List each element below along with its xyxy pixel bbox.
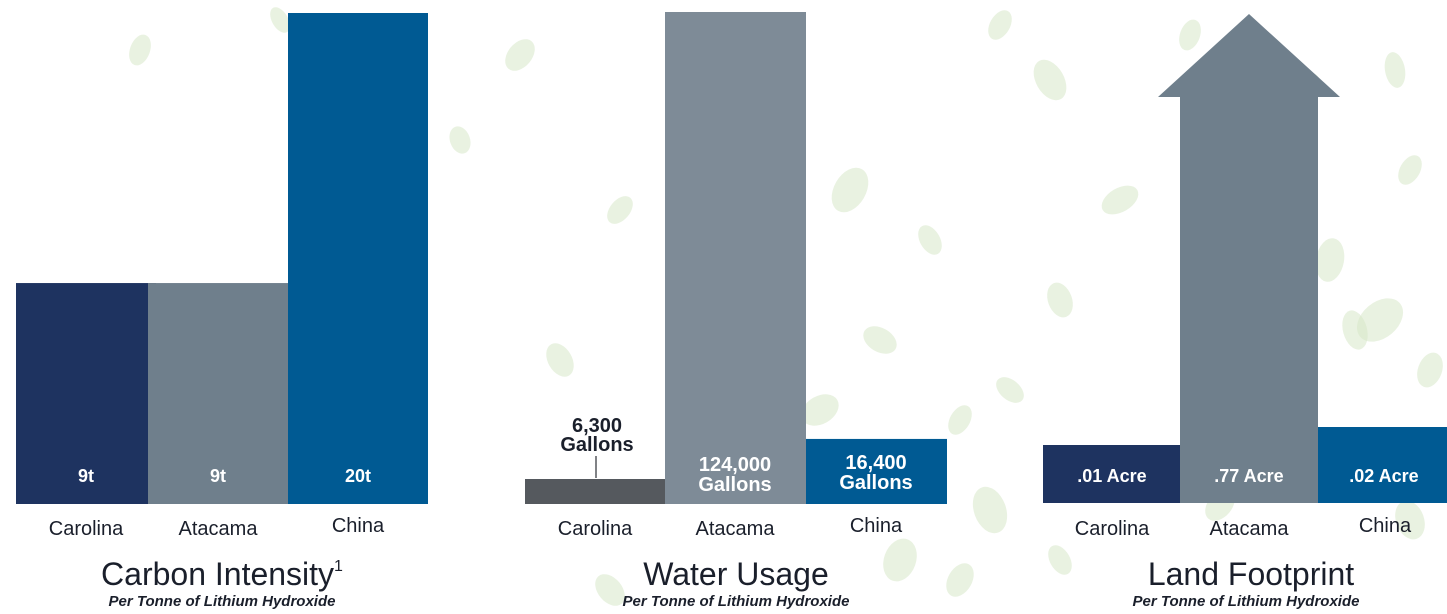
leaf-decoration bbox=[1048, 545, 1072, 575]
value-label-china-unit: Gallons bbox=[839, 472, 912, 494]
chart-title: Carbon Intensity1 bbox=[101, 556, 343, 592]
category-label-carolina: Carolina bbox=[1075, 518, 1150, 540]
water-usage-chart: 6,300 Gallons 124,000 Gallons 16,400 Gal… bbox=[525, 12, 947, 610]
bar-china bbox=[1318, 427, 1447, 503]
value-label-atacama-unit: Gallons bbox=[698, 474, 771, 496]
chart-subtitle: Per Tonne of Lithium Hydroxide bbox=[1133, 593, 1360, 609]
leaf-decoration bbox=[1315, 238, 1345, 282]
value-label-carolina: 9t bbox=[78, 466, 94, 486]
leaf-decoration bbox=[1384, 52, 1406, 88]
leaf-decoration bbox=[831, 167, 869, 213]
leaf-decoration bbox=[918, 225, 942, 255]
leaf-decoration bbox=[972, 486, 1008, 534]
chart-title: Water Usage bbox=[643, 556, 829, 592]
leaf-decoration bbox=[270, 7, 290, 33]
bar-carolina bbox=[525, 479, 665, 504]
leaf-decoration bbox=[801, 394, 839, 426]
bar-china bbox=[288, 13, 428, 504]
bar-china bbox=[806, 438, 947, 504]
leaf-decoration bbox=[505, 39, 535, 71]
leaf-decoration bbox=[546, 343, 574, 377]
value-label-china-number: 16,400 bbox=[845, 452, 906, 474]
bar-atacama bbox=[665, 12, 806, 504]
leaf-decoration bbox=[1047, 282, 1073, 318]
leaf-decoration bbox=[1179, 19, 1201, 51]
leaf-decoration bbox=[863, 326, 897, 354]
chart-subtitle: Per Tonne of Lithium Hydroxide bbox=[623, 593, 850, 609]
leaf-decoration bbox=[595, 574, 625, 606]
value-label-atacama: .77 Acre bbox=[1214, 466, 1283, 486]
value-label-carolina-unit: Gallons bbox=[560, 434, 633, 456]
bar-carolina bbox=[1043, 445, 1183, 503]
footnote-marker: 1 bbox=[334, 558, 343, 575]
leaf-decoration bbox=[883, 538, 917, 582]
arrow-up-icon bbox=[1158, 14, 1340, 97]
category-label-china: China bbox=[850, 515, 903, 537]
leaf-decoration bbox=[1101, 185, 1139, 215]
category-label-china: China bbox=[1359, 515, 1412, 537]
chart-title: Land Footprint bbox=[1148, 556, 1354, 592]
chart-title-text: Carbon Intensity bbox=[101, 556, 334, 592]
carbon-intensity-chart: 9t 9t 20t Carolina Atacama China Carbon … bbox=[16, 13, 428, 610]
category-label-carolina: Carolina bbox=[49, 518, 124, 540]
bar-atacama bbox=[1180, 97, 1318, 503]
leaf-decoration bbox=[449, 126, 471, 154]
leaf-decoration bbox=[1395, 500, 1425, 540]
value-label-atacama: 9t bbox=[210, 466, 226, 486]
value-label-atacama-number: 124,000 bbox=[699, 454, 771, 476]
leaf-decoration bbox=[996, 377, 1024, 403]
category-label-atacama: Atacama bbox=[179, 518, 259, 540]
leaf-decoration bbox=[129, 34, 151, 66]
leaf-decoration bbox=[948, 405, 972, 435]
value-label-carolina: .01 Acre bbox=[1077, 466, 1146, 486]
leaf-decoration bbox=[1033, 59, 1067, 101]
leaf-decoration bbox=[1342, 310, 1368, 350]
leaf-decoration bbox=[607, 196, 633, 224]
chart-subtitle: Per Tonne of Lithium Hydroxide bbox=[109, 593, 336, 609]
leaf-decoration bbox=[1356, 298, 1404, 342]
value-label-china: 20t bbox=[345, 466, 371, 486]
category-label-china: China bbox=[332, 515, 385, 537]
value-label-china: .02 Acre bbox=[1349, 466, 1418, 486]
leaf-decoration bbox=[1417, 352, 1443, 388]
value-label-carolina-number: 6,300 bbox=[572, 415, 622, 437]
category-label-atacama: Atacama bbox=[696, 518, 776, 540]
leaf-decoration bbox=[1398, 155, 1422, 185]
category-label-carolina: Carolina bbox=[558, 518, 633, 540]
leaf-decoration bbox=[988, 10, 1012, 40]
land-footprint-chart: .01 Acre .77 Acre .02 Acre Carolina Atac… bbox=[1043, 14, 1447, 610]
leaf-decoration bbox=[946, 563, 974, 597]
bar-atacama bbox=[148, 283, 288, 504]
category-label-atacama: Atacama bbox=[1210, 518, 1290, 540]
bar-carolina bbox=[16, 283, 156, 504]
